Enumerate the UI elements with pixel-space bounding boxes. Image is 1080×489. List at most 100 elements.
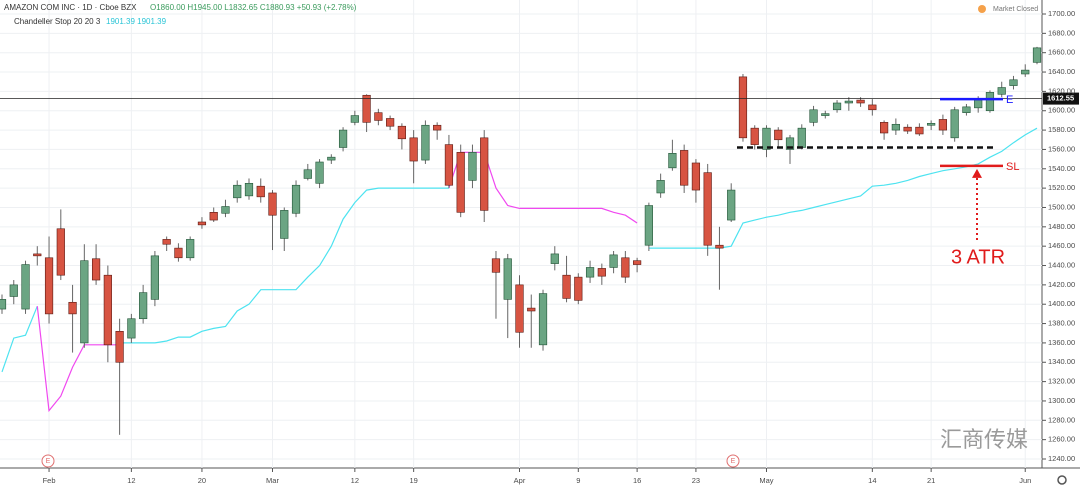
candle-body (33, 253, 42, 257)
candle-body (750, 127, 759, 145)
candle-body (550, 253, 559, 264)
candle-body (585, 267, 595, 278)
status-dot (978, 5, 986, 13)
candle-body (1009, 79, 1018, 86)
candle-body (915, 126, 924, 135)
x-tick-label: 23 (692, 476, 700, 485)
candle-body (197, 221, 207, 226)
x-tick-label: Feb (43, 476, 56, 485)
candle-body (562, 274, 571, 299)
annotations: 1612.55 E SL 3 ATR (0, 92, 1079, 268)
candle-body (80, 260, 89, 344)
candles (0, 46, 1042, 435)
y-tick-label: 1400.00 (1048, 299, 1075, 308)
candle-body (303, 169, 312, 179)
y-tick-label: 1540.00 (1048, 164, 1075, 173)
candle-body (950, 109, 959, 139)
candle-body (327, 156, 336, 161)
candle-body (832, 102, 842, 111)
symbol-title: AMAZON COM INC · 1D · Cboe BZX (4, 3, 137, 12)
candle-body (0, 299, 7, 310)
candle-body (668, 153, 677, 169)
candle-body (727, 189, 736, 221)
candle-body (491, 258, 501, 273)
candle-body (621, 257, 630, 278)
last-price-label: 1612.55 (1047, 94, 1074, 103)
candle-body (644, 205, 653, 246)
candle-body (209, 212, 218, 221)
x-tick-label: 21 (927, 476, 935, 485)
y-tick-label: 1300.00 (1048, 396, 1075, 405)
candle-body (350, 115, 359, 123)
candle-body (762, 127, 771, 150)
x-tick-label: Jun (1019, 476, 1031, 485)
candle-body (821, 113, 830, 116)
candle-body (597, 268, 606, 277)
candle-body (186, 239, 195, 259)
settings-icon[interactable] (1057, 475, 1067, 485)
y-tick-label: 1460.00 (1048, 241, 1075, 250)
candle-body (785, 137, 795, 150)
x-tick-label: May (759, 476, 773, 485)
candle-body (468, 152, 477, 181)
candle-body (774, 129, 783, 141)
event-label: E (731, 458, 736, 465)
candle-body (844, 100, 853, 104)
y-tick-label: 1660.00 (1048, 48, 1075, 57)
candle-body (974, 99, 983, 109)
candle-body (409, 137, 418, 162)
y-tick-label: 1280.00 (1048, 415, 1075, 424)
x-tick-label: 16 (633, 476, 641, 485)
x-tick-label: 9 (576, 476, 580, 485)
x-tick-label: 12 (351, 476, 359, 485)
candle-body (503, 258, 512, 300)
candle-body (291, 184, 301, 214)
y-tick-label: 1520.00 (1048, 183, 1075, 192)
y-tick-label: 1360.00 (1048, 338, 1075, 347)
candle-body (9, 284, 18, 297)
indicator-values: 1901.39 1901.39 (106, 17, 167, 26)
candle-body (997, 87, 1006, 95)
candle-body (127, 318, 136, 339)
candle-body (139, 292, 148, 320)
candle-body (985, 92, 995, 112)
candle-body (233, 184, 242, 199)
y-tick-label: 1600.00 (1048, 106, 1075, 115)
grid (0, 0, 1042, 468)
candle-body (480, 137, 489, 211)
entry-label: E (1006, 94, 1013, 106)
candle-body (68, 301, 77, 315)
x-tick-label: 14 (868, 476, 876, 485)
candle-body (609, 254, 618, 268)
candle-body (421, 124, 430, 161)
y-tick-label: 1560.00 (1048, 144, 1075, 153)
candle-body (386, 118, 395, 127)
candle-body (880, 122, 889, 134)
candle-body (633, 260, 642, 265)
candle-body (91, 258, 101, 281)
candle-body (691, 162, 701, 191)
candle-body (891, 123, 900, 131)
x-tick-label: 20 (198, 476, 206, 485)
y-tick-label: 1260.00 (1048, 435, 1075, 444)
candle-body (938, 119, 948, 131)
last-price-box (1043, 92, 1079, 105)
candle-body (244, 182, 254, 197)
candle-body (21, 264, 30, 310)
candle-body (162, 239, 171, 245)
stop-line (119, 187, 449, 344)
market-status: Market Closed (993, 6, 1038, 13)
candle-body (315, 161, 324, 184)
y-tick-label: 1340.00 (1048, 357, 1075, 366)
y-tick-label: 1500.00 (1048, 202, 1075, 211)
candle-body (515, 284, 524, 333)
candle-body (256, 185, 265, 198)
candle-body (868, 104, 877, 111)
candle-body (456, 152, 465, 213)
candle-body (680, 150, 689, 186)
stop-loss-label: SL (1006, 161, 1019, 173)
atr-label: 3 ATR (951, 246, 1005, 268)
y-tick-label: 1680.00 (1048, 28, 1075, 37)
